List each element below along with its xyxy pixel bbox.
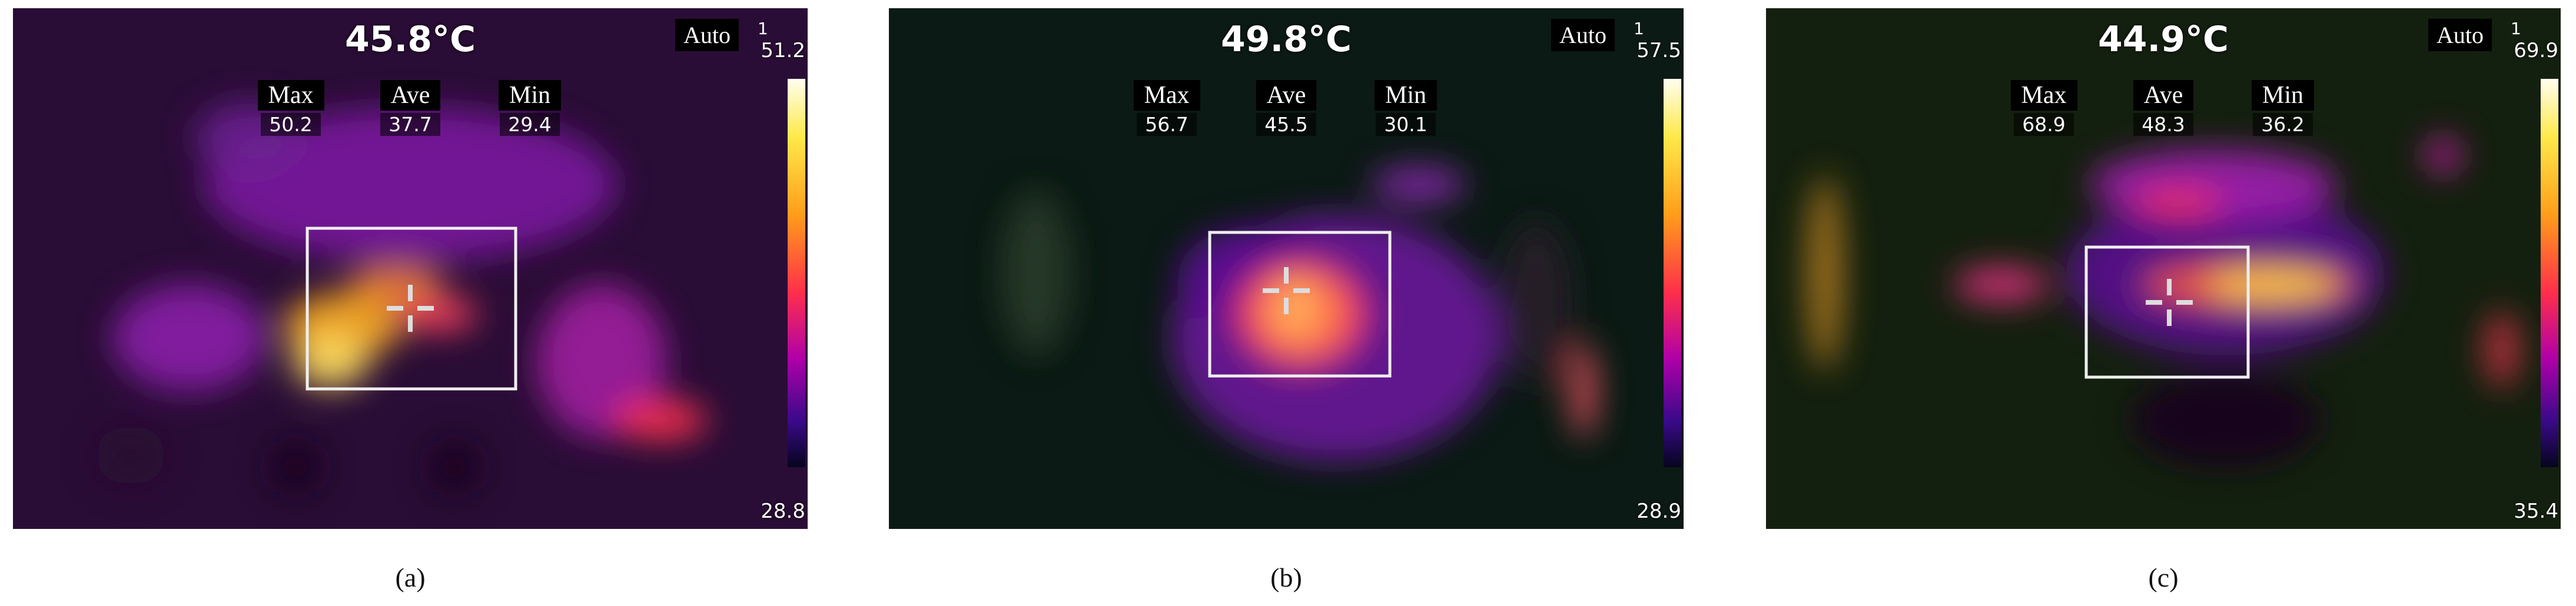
scale-min: 35.4 xyxy=(2514,500,2558,523)
index-label: 1 xyxy=(2511,19,2521,38)
thermal-image: 49.8°C Auto 1 57.5 28.9 Max 56.7 Ave 45.5 Min 30.1 xyxy=(889,8,1684,529)
scale-max: 57.5 xyxy=(1636,39,1681,62)
stat: Max 56.7 xyxy=(1117,80,1217,136)
crosshair xyxy=(1263,267,1310,314)
scale-max: 51.2 xyxy=(761,39,805,62)
caption: (b) xyxy=(1270,562,1302,592)
stat-value: 29.4 xyxy=(500,113,560,136)
stat: Ave 48.3 xyxy=(2113,80,2213,136)
stat-label: Min xyxy=(498,80,561,111)
spot-temperature: 45.8°C xyxy=(344,19,476,60)
stat-value: 50.2 xyxy=(261,113,321,136)
stat-value: 36.2 xyxy=(2253,113,2313,136)
crosshair xyxy=(2146,279,2193,326)
mode-label: Auto xyxy=(2428,19,2492,51)
stat-label: Ave xyxy=(1256,80,1317,111)
index-label: 1 xyxy=(1634,19,1644,38)
spot-temperature: 49.8°C xyxy=(1220,19,1352,60)
mode-label: Auto xyxy=(1551,19,1615,51)
stat-value: 37.7 xyxy=(380,113,440,136)
stat-label: Max xyxy=(2010,80,2077,111)
color-scale xyxy=(2541,79,2558,467)
stat: Max 68.9 xyxy=(1994,80,2094,136)
stat: Min 36.2 xyxy=(2233,80,2333,136)
scale-min: 28.9 xyxy=(1636,500,1681,523)
stat-label: Max xyxy=(1133,80,1200,111)
stat: Ave 37.7 xyxy=(360,80,460,136)
scale-min: 28.8 xyxy=(761,500,805,523)
stat: Ave 45.5 xyxy=(1236,80,1336,136)
caption: (a) xyxy=(395,562,426,592)
stat-label: Min xyxy=(1374,80,1437,111)
stat-value: 56.7 xyxy=(1137,113,1197,136)
scale-max: 69.9 xyxy=(2514,39,2558,62)
caption: (c) xyxy=(2148,562,2179,592)
measure-box xyxy=(306,227,517,391)
stat: Min 30.1 xyxy=(1356,80,1456,136)
stat-label: Ave xyxy=(2133,80,2194,111)
crosshair xyxy=(387,285,434,332)
stat-value: 48.3 xyxy=(2133,113,2193,136)
stat-label: Min xyxy=(2251,80,2314,111)
spot-temperature: 44.9°C xyxy=(2097,19,2229,60)
measure-box xyxy=(1208,231,1392,378)
mode-label: Auto xyxy=(675,19,739,51)
stat-value: 68.9 xyxy=(2014,113,2074,136)
stat-label: Ave xyxy=(380,80,441,111)
thermal-scene xyxy=(95,102,708,494)
stat-value: 30.1 xyxy=(1376,113,1436,136)
thermal-image: 44.9°C Auto 1 69.9 35.4 Max 68.9 Ave 48.3 Min 36.2 xyxy=(1766,8,2561,529)
stat-label: Max xyxy=(257,80,324,111)
stat: Min 29.4 xyxy=(480,80,580,136)
color-scale xyxy=(1664,79,1681,467)
stat-value: 45.5 xyxy=(1256,113,1316,136)
thermal-scene xyxy=(1001,167,1595,461)
color-scale xyxy=(788,79,805,467)
measure-box xyxy=(2084,245,2250,379)
thermal-scene xyxy=(1807,138,2519,467)
index-label: 1 xyxy=(758,19,768,38)
stat: Max 50.2 xyxy=(241,80,341,136)
thermal-image: 45.8°C Auto 1 51.2 28.8 Max 50.2 Ave 37.7 Min 29.4 xyxy=(13,8,808,529)
